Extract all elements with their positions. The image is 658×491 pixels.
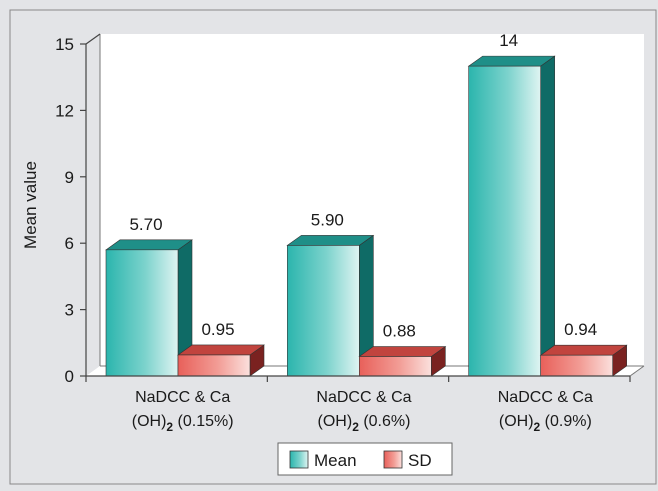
x-category-label-line1: NaDCC & Ca: [135, 389, 230, 406]
bar-front-face: [540, 354, 613, 377]
bar-sd-2: [358, 345, 447, 377]
bar-mean-2: [286, 234, 375, 377]
y-tick-label: 9: [65, 168, 74, 187]
bar-front-face: [359, 356, 432, 377]
bars-group: [105, 55, 628, 377]
y-tick-label: 6: [65, 234, 74, 253]
y-tick-label: 3: [65, 301, 74, 320]
y-axis-top-edge: [85, 33, 101, 45]
bar-top-face: [286, 235, 375, 246]
legend: Mean SD: [277, 442, 453, 476]
bar-sd-1: [177, 344, 265, 377]
x-category-label-line1: NaDCC & Ca: [498, 389, 593, 406]
y-axis: 0 3 6 9 12 15: [55, 33, 101, 386]
x-category-label-line2: (OH)2 (0.6%): [318, 413, 411, 434]
y-tick-label: 15: [55, 35, 74, 54]
chart-frame: [9, 9, 657, 485]
data-label-sd-2: 0.88: [383, 322, 416, 341]
bar-side-face: [540, 55, 555, 377]
data-label-mean-1: 5.70: [129, 215, 162, 234]
bar-top-face: [358, 346, 447, 357]
data-labels-group: 5.70 0.95 5.90 0.88 14 0.94: [129, 31, 597, 340]
x-category-label-line2: (OH)2 (0.15%): [132, 413, 234, 434]
bar-mean-1: [105, 239, 193, 377]
x-category-label-line1: NaDCC & Ca: [316, 389, 411, 406]
bar-top-face: [539, 344, 628, 356]
bar-front-face: [287, 245, 360, 377]
legend-swatch-mean: [289, 450, 309, 469]
bar-top-face: [467, 55, 556, 67]
x-category-label-line2: (OH)2 (0.9%): [499, 413, 592, 434]
y-tick-label: 0: [65, 367, 74, 386]
legend-swatch-sd: [383, 450, 403, 469]
bar-front-face: [105, 249, 179, 377]
data-label-mean-2: 5.90: [311, 210, 344, 229]
data-label-sd-1: 0.95: [201, 320, 234, 339]
data-label-sd-3: 0.94: [564, 320, 597, 339]
bar-sd-3: [539, 344, 628, 377]
bar-top-face: [177, 344, 265, 356]
floor-right-edge: [629, 365, 645, 377]
data-label-mean-3: 14: [499, 31, 518, 50]
bar-front-face: [177, 354, 251, 377]
bar-top-face: [105, 239, 193, 251]
legend-label-sd: SD: [408, 451, 432, 470]
bar-mean-3: [467, 55, 556, 377]
legend-label-mean: Mean: [314, 451, 357, 470]
y-axis-title: Mean value: [21, 161, 40, 249]
y-tick-label: 12: [55, 101, 74, 120]
x-axis: NaDCC & Ca (OH)2 (0.15%) NaDCC & Ca (OH)2 (…: [85, 375, 631, 434]
bar-front-face: [468, 65, 541, 377]
